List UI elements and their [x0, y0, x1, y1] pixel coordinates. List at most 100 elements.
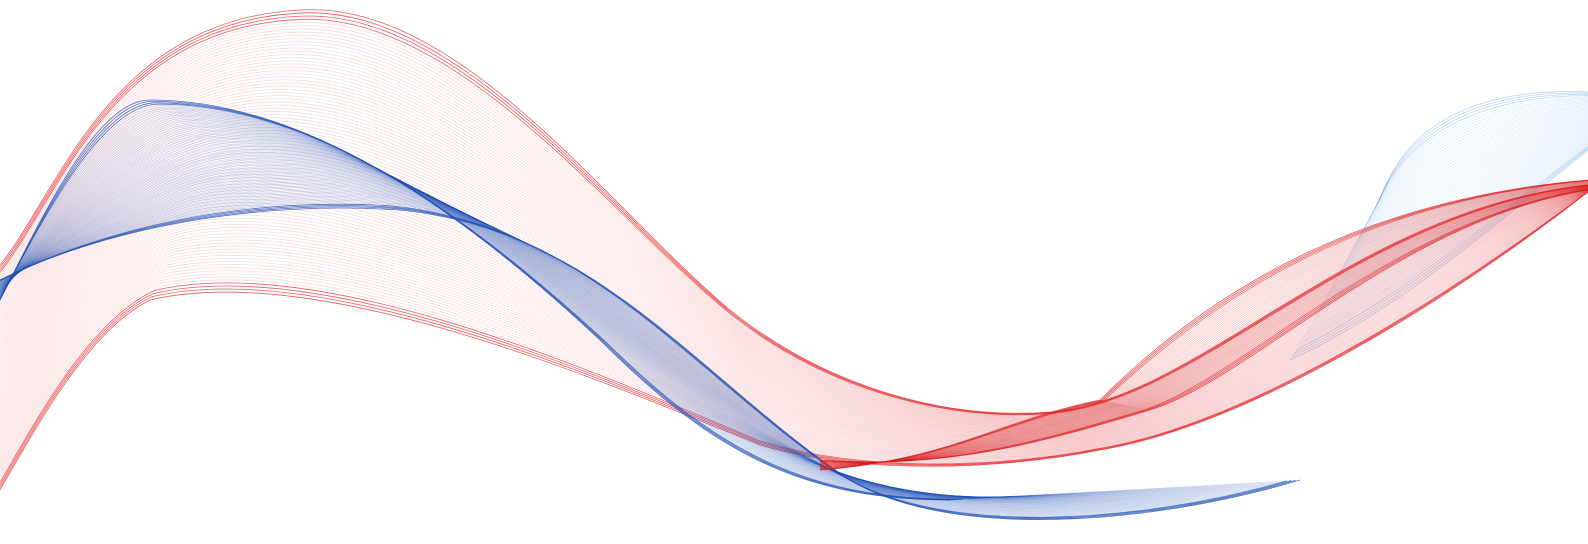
ribbon-strand — [819, 185, 1588, 465]
ribbon-strand — [0, 184, 1222, 508]
ribbon-strand — [0, 178, 1204, 506]
ribbon-strand — [0, 180, 1588, 442]
ribbon-strand — [0, 121, 1021, 498]
ribbon-strand — [0, 110, 986, 499]
ribbon-strand — [819, 182, 1588, 468]
ribbon-strand — [819, 183, 1588, 467]
ribbon-strand — [819, 183, 1588, 467]
ribbon-strand — [0, 190, 1588, 461]
ribbon-strand — [1370, 97, 1588, 217]
ribbon-strand — [0, 190, 1244, 511]
ribbon-strand — [1367, 99, 1588, 223]
ribbon-strand — [0, 190, 1588, 466]
ribbon-strand — [0, 60, 1588, 422]
ribbon-strand — [0, 199, 1274, 516]
ribbon-strand — [0, 41, 1588, 419]
ribbon-strand — [0, 136, 1588, 434]
ribbon-strand — [819, 184, 1588, 466]
ribbon-strand — [0, 143, 1091, 498]
ribbon-strand — [0, 144, 1095, 499]
ribbon-strand — [0, 173, 1187, 504]
ribbon-strand — [0, 190, 1588, 455]
ribbon-strand — [1320, 129, 1588, 306]
ribbon-strand — [0, 155, 1588, 438]
ribbon-strand — [1358, 105, 1588, 239]
ribbon-strand — [1376, 93, 1588, 207]
ribbon-strand — [0, 116, 1003, 499]
ribbon-strand — [0, 106, 972, 500]
ribbon-strand — [819, 187, 1588, 464]
ribbon-strand — [1302, 141, 1588, 338]
ribbon-strand — [0, 186, 1231, 509]
ribbon-strand — [1334, 120, 1588, 281]
ribbon-strand — [0, 130, 1588, 433]
ribbon-strand — [1340, 117, 1588, 271]
ribbon-strand — [0, 146, 1099, 499]
ribbon-strand — [0, 114, 999, 499]
ribbon-strand — [1343, 114, 1588, 265]
ribbon-strand — [819, 188, 1588, 463]
ribbon-strand — [0, 159, 1143, 501]
ribbon-strand — [0, 127, 1588, 433]
red-ribbon-lower — [819, 179, 1588, 471]
ribbon-strand — [0, 166, 1165, 502]
ribbon-strand — [0, 15, 1588, 415]
ribbon-strand — [0, 28, 1588, 417]
ribbon-strand — [819, 183, 1588, 467]
ribbon-strand — [0, 118, 1012, 498]
ribbon-strand — [0, 105, 968, 500]
ribbon-strand — [1332, 121, 1588, 284]
ribbon-strand — [0, 189, 1588, 449]
ribbon-strand — [0, 194, 1257, 513]
ribbon-strand — [0, 133, 1060, 498]
ribbon-strand — [0, 197, 1266, 514]
ribbon-strand — [819, 188, 1588, 463]
ribbon-strand — [0, 72, 1588, 424]
ribbon-strand — [1322, 128, 1588, 303]
ribbon-strand — [0, 82, 1588, 425]
ribbon-strand — [0, 34, 1588, 418]
ribbon-strand — [0, 138, 1073, 498]
ribbon-strand — [1295, 146, 1588, 351]
ribbon-strand — [0, 76, 1588, 424]
ribbon-strand — [0, 162, 1152, 501]
ribbon-strand — [0, 190, 1588, 452]
ribbon-strand — [1338, 118, 1588, 274]
ribbon-strand — [0, 190, 1588, 458]
ribbon-strand — [0, 205, 1292, 519]
ribbon-strand — [0, 165, 1161, 502]
ribbon-strand — [0, 133, 1588, 434]
ribbon-strand — [0, 189, 1588, 451]
ribbon-strand — [0, 38, 1588, 418]
ribbon-strand — [1365, 100, 1588, 226]
blue-light-ribbon — [1289, 91, 1588, 361]
ribbon-strand — [819, 184, 1588, 466]
ribbon-strand — [0, 191, 1588, 478]
ribbon-strand — [0, 95, 1588, 427]
ribbon-strand — [1293, 147, 1588, 354]
ribbon-strand — [819, 179, 1588, 471]
ribbon-strand — [0, 175, 1196, 505]
ribbon-strand — [819, 181, 1588, 469]
ribbon-strand — [0, 167, 1588, 440]
ribbon-strand — [0, 190, 1588, 453]
ribbon-strand — [1300, 142, 1588, 342]
ribbon-strand — [0, 44, 1588, 419]
ribbon-strand — [0, 31, 1588, 417]
ribbon-strand — [1352, 109, 1588, 249]
ribbon-strand — [819, 185, 1588, 465]
ribbon-strand — [0, 149, 1108, 499]
ribbon-strand — [0, 195, 1261, 514]
ribbon-strand — [819, 181, 1588, 469]
ribbon-strand — [819, 181, 1588, 469]
ribbon-strand — [1372, 96, 1588, 213]
ribbon-strand — [0, 189, 1588, 447]
ribbon-strand — [819, 186, 1588, 464]
ribbon-strand — [0, 189, 1588, 444]
ribbon-strand — [0, 190, 1588, 455]
ribbon-strand — [0, 161, 1588, 439]
ribbon-strand — [1289, 149, 1588, 361]
ribbon-strand — [1313, 134, 1588, 319]
ribbon-strand — [0, 177, 1200, 506]
